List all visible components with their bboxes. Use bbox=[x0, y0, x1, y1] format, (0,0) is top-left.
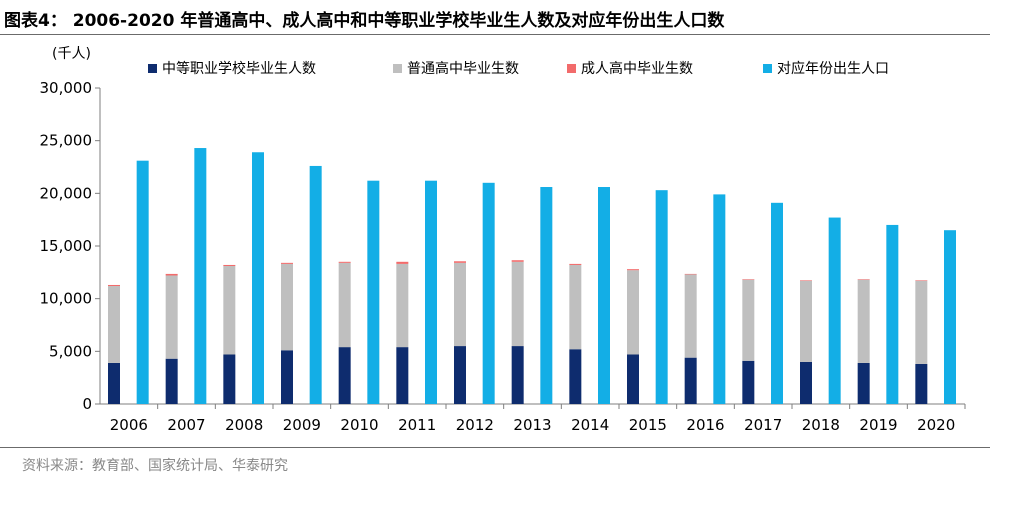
y-tick-label: 0 bbox=[82, 395, 92, 413]
bar-2-2012 bbox=[454, 261, 466, 263]
bar-3-2019 bbox=[886, 224, 899, 404]
bar-2-2010 bbox=[338, 261, 351, 263]
bar-3-2008 bbox=[252, 152, 264, 404]
figure-title: 图表4： 2006-2020 年普通高中、成人高中和中等职业学校毕业生人数及对应… bbox=[4, 11, 725, 31]
bar-0-2006 bbox=[108, 362, 120, 404]
x-tick-label: 2009 bbox=[283, 416, 321, 434]
bar-2-2013 bbox=[511, 260, 524, 262]
bar-3-2017 bbox=[771, 202, 783, 404]
legend-label-1: 普通高中毕业生数 bbox=[407, 60, 519, 77]
bar-1-2013 bbox=[511, 261, 524, 347]
x-tick-label: 2018 bbox=[802, 416, 840, 434]
source-note: 资料来源：教育部、国家统计局、华泰研究 bbox=[22, 458, 288, 474]
legend-swatch-0 bbox=[148, 64, 157, 73]
bar-0-2019 bbox=[857, 362, 870, 404]
bar-2-2011 bbox=[396, 261, 409, 264]
y-tick-label: 25,000 bbox=[40, 132, 93, 150]
bar-0-2020 bbox=[915, 363, 928, 404]
bar-0-2009 bbox=[281, 350, 293, 404]
source-rule bbox=[0, 447, 990, 448]
bar-3-2007 bbox=[194, 148, 207, 404]
chart: 中等职业学校毕业生人数 普通高中毕业生数 成人高中毕业生数 对应年份出生人口 0 5,0… bbox=[40, 46, 966, 434]
y-tick-label: 15,000 bbox=[40, 237, 93, 255]
bar-0-2010 bbox=[338, 347, 351, 404]
legend-label-2: 成人高中毕业生数 bbox=[581, 60, 693, 77]
bar-3-2018 bbox=[828, 217, 841, 404]
bar-3-2006 bbox=[136, 160, 149, 404]
legend: 中等职业学校毕业生人数 普通高中毕业生数 成人高中毕业生数 对应年份出生人口 bbox=[148, 60, 889, 77]
bar-1-2011 bbox=[396, 263, 409, 348]
bar-2-2009 bbox=[281, 262, 293, 264]
x-tick-label: 2020 bbox=[917, 416, 955, 434]
bar-3-2016 bbox=[713, 194, 726, 404]
y-tick-label: 5,000 bbox=[49, 342, 92, 360]
bar-1-2008 bbox=[223, 266, 236, 355]
y-tick-label: 20,000 bbox=[40, 184, 93, 202]
bar-3-2011 bbox=[425, 180, 437, 404]
x-tick-label: 2016 bbox=[686, 416, 724, 434]
bar-1-2014 bbox=[569, 264, 582, 350]
bar-1-2006 bbox=[108, 286, 120, 363]
bar-0-2016 bbox=[684, 357, 697, 404]
bar-2-2019 bbox=[857, 279, 870, 280]
bar-0-2014 bbox=[569, 349, 582, 404]
legend-label-3: 对应年份出生人口 bbox=[777, 60, 889, 77]
bar-1-2017 bbox=[742, 279, 755, 361]
x-tick-label: 2019 bbox=[859, 416, 897, 434]
plot-area: 0 5,000 10,000 15,000 20,000 25,000 30,000 2006… bbox=[40, 79, 966, 434]
bar-2-2008 bbox=[223, 264, 236, 267]
bar-3-2015 bbox=[655, 190, 668, 404]
bar-3-2020 bbox=[944, 230, 956, 404]
bar-3-2010 bbox=[367, 180, 380, 404]
bar-0-2012 bbox=[454, 346, 466, 404]
bar-1-2010 bbox=[338, 262, 351, 348]
bar-0-2013 bbox=[511, 346, 524, 404]
bar-2-2006 bbox=[108, 284, 120, 287]
bar-2-2016 bbox=[684, 273, 697, 275]
bar-0-2017 bbox=[742, 360, 755, 404]
x-tick-label: 2010 bbox=[340, 416, 378, 434]
bar-2-2015 bbox=[627, 269, 639, 271]
bar-2-2014 bbox=[569, 263, 582, 265]
bar-1-2016 bbox=[684, 274, 697, 358]
bar-1-2009 bbox=[281, 263, 293, 351]
bar-0-2011 bbox=[396, 347, 409, 404]
bar-0-2008 bbox=[223, 354, 236, 404]
bar-2-2020 bbox=[915, 280, 928, 281]
x-tick-label: 2006 bbox=[110, 416, 148, 434]
bar-0-2007 bbox=[165, 358, 178, 404]
bar-3-2014 bbox=[598, 187, 610, 404]
x-tick-label: 2007 bbox=[167, 416, 205, 434]
bar-1-2020 bbox=[915, 280, 928, 364]
legend-swatch-1 bbox=[393, 64, 402, 73]
title-rule bbox=[0, 34, 990, 35]
bar-0-2018 bbox=[800, 361, 812, 404]
legend-label-0: 中等职业学校毕业生人数 bbox=[162, 60, 316, 77]
bar-2-2018 bbox=[800, 280, 812, 281]
bar-3-2012 bbox=[482, 182, 495, 404]
x-tick-label: 2012 bbox=[456, 416, 494, 434]
y-unit-label: (千人) bbox=[52, 46, 91, 62]
bar-3-2013 bbox=[540, 187, 553, 404]
bar-1-2012 bbox=[454, 262, 466, 347]
legend-swatch-2 bbox=[567, 64, 576, 73]
legend-swatch-3 bbox=[763, 64, 772, 73]
x-tick-label: 2017 bbox=[744, 416, 782, 434]
y-tick-label: 10,000 bbox=[40, 290, 93, 308]
x-tick-label: 2015 bbox=[629, 416, 667, 434]
x-tick-label: 2014 bbox=[571, 416, 609, 434]
bar-1-2018 bbox=[800, 280, 812, 362]
bar-0-2015 bbox=[627, 354, 639, 404]
bar-3-2009 bbox=[309, 165, 322, 404]
bar-2-2017 bbox=[742, 279, 755, 280]
x-tick-label: 2013 bbox=[513, 416, 551, 434]
bar-1-2007 bbox=[165, 275, 178, 359]
x-tick-label: 2011 bbox=[398, 416, 436, 434]
bar-1-2019 bbox=[857, 279, 870, 363]
y-tick-label: 30,000 bbox=[40, 79, 93, 97]
bar-2-2007 bbox=[165, 273, 178, 276]
bar-1-2015 bbox=[627, 270, 639, 355]
x-tick-label: 2008 bbox=[225, 416, 263, 434]
